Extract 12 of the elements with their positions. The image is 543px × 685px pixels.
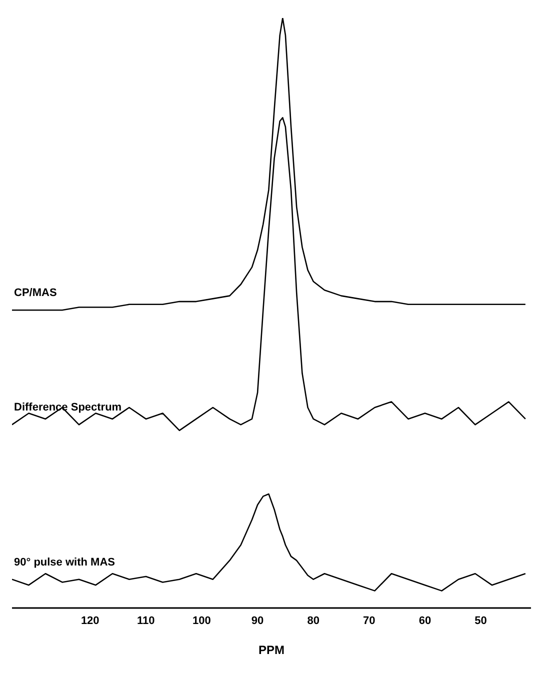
- x-tick-label: 60: [418, 614, 432, 627]
- series-label: 90° pulse with MAS: [14, 556, 115, 568]
- x-tick-label: 70: [363, 614, 376, 627]
- x-axis-title: PPM: [258, 643, 285, 657]
- x-tick-label: 100: [192, 614, 211, 627]
- series-label: Difference Spectrum: [14, 402, 122, 414]
- x-tick-label: 80: [307, 614, 320, 627]
- x-tick-label: 110: [137, 614, 155, 627]
- x-tick-label: 50: [474, 614, 487, 627]
- series-label: CP/MAS: [14, 287, 57, 300]
- x-tick-label: 90: [251, 614, 264, 627]
- x-tick-label: 120: [80, 614, 100, 627]
